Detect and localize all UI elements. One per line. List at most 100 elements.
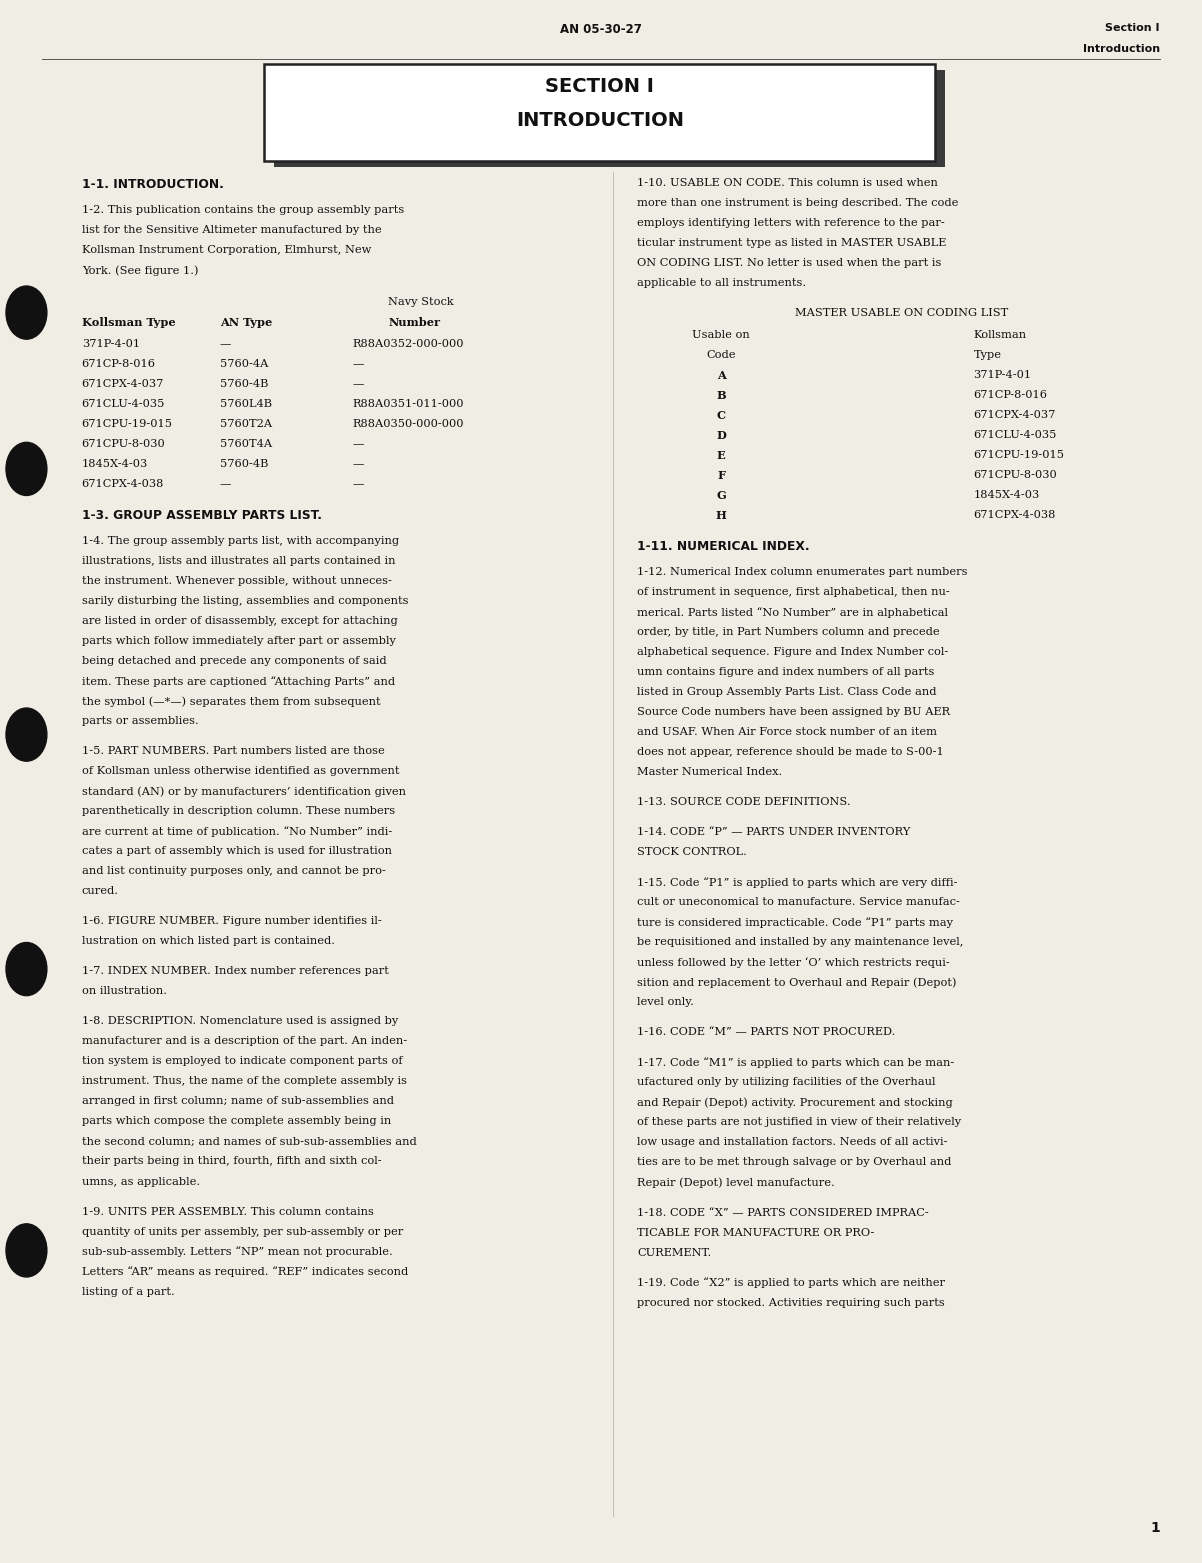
Text: 1-2. This publication contains the group assembly parts: 1-2. This publication contains the group… — [82, 205, 404, 216]
Text: being detached and precede any components of said: being detached and precede any component… — [82, 656, 386, 666]
Text: —: — — [220, 339, 231, 349]
Text: 1-8. DESCRIPTION. Nomenclature used is assigned by: 1-8. DESCRIPTION. Nomenclature used is a… — [82, 1016, 398, 1027]
Text: 1-4. The group assembly parts list, with accompanying: 1-4. The group assembly parts list, with… — [82, 536, 399, 547]
Circle shape — [6, 1224, 47, 1277]
Text: Kollsman Type: Kollsman Type — [82, 317, 175, 328]
Text: standard (AN) or by manufacturers’ identification given: standard (AN) or by manufacturers’ ident… — [82, 786, 406, 797]
Text: C: C — [716, 410, 726, 422]
Text: STOCK CONTROL.: STOCK CONTROL. — [637, 847, 746, 858]
Text: CUREMENT.: CUREMENT. — [637, 1247, 712, 1258]
Text: does not appear, reference should be made to S-00-1: does not appear, reference should be mad… — [637, 747, 944, 758]
Text: 1: 1 — [1150, 1521, 1160, 1535]
Text: 1-11. NUMERICAL INDEX.: 1-11. NUMERICAL INDEX. — [637, 541, 810, 553]
Text: 671CPX-4-038: 671CPX-4-038 — [974, 510, 1057, 520]
Text: arranged in first column; name of sub-assemblies and: arranged in first column; name of sub-as… — [82, 1097, 394, 1107]
Text: 1-19. Code “X2” is applied to parts which are neither: 1-19. Code “X2” is applied to parts whic… — [637, 1277, 945, 1288]
Text: illustrations, lists and illustrates all parts contained in: illustrations, lists and illustrates all… — [82, 556, 395, 566]
Text: Navy Stock: Navy Stock — [388, 297, 454, 308]
Text: the instrument. Whenever possible, without unneces-: the instrument. Whenever possible, witho… — [82, 577, 392, 586]
Text: lustration on which listed part is contained.: lustration on which listed part is conta… — [82, 936, 334, 947]
Text: their parts being in third, fourth, fifth and sixth col-: their parts being in third, fourth, fift… — [82, 1157, 381, 1166]
Text: 671CPX-4-038: 671CPX-4-038 — [82, 480, 165, 489]
Text: employs identifying letters with reference to the par-: employs identifying letters with referen… — [637, 219, 945, 228]
Text: of these parts are not justified in view of their relatively: of these parts are not justified in view… — [637, 1118, 962, 1127]
Text: are listed in order of disassembly, except for attaching: are listed in order of disassembly, exce… — [82, 616, 398, 627]
Text: applicable to all instruments.: applicable to all instruments. — [637, 278, 807, 288]
Text: more than one instrument is being described. The code: more than one instrument is being descri… — [637, 199, 958, 208]
Text: low usage and installation factors. Needs of all activi-: low usage and installation factors. Need… — [637, 1138, 947, 1147]
Text: list for the Sensitive Altimeter manufactured by the: list for the Sensitive Altimeter manufac… — [82, 225, 381, 234]
Text: 1-13. SOURCE CODE DEFINITIONS.: 1-13. SOURCE CODE DEFINITIONS. — [637, 797, 851, 808]
Text: R88A0351-011-000: R88A0351-011-000 — [352, 399, 464, 410]
Text: Section I: Section I — [1106, 23, 1160, 33]
Text: on illustration.: on illustration. — [82, 986, 167, 997]
Text: 671CPU-19-015: 671CPU-19-015 — [82, 419, 173, 430]
Text: listed in Group Assembly Parts List. Class Code and: listed in Group Assembly Parts List. Cla… — [637, 688, 936, 697]
Text: level only.: level only. — [637, 997, 694, 1008]
Text: York. (See figure 1.): York. (See figure 1.) — [82, 266, 198, 275]
Text: 371P-4-01: 371P-4-01 — [974, 370, 1031, 380]
Text: order, by title, in Part Numbers column and precede: order, by title, in Part Numbers column … — [637, 627, 940, 638]
Text: and list continuity purposes only, and cannot be pro-: and list continuity purposes only, and c… — [82, 866, 386, 877]
Text: the second column; and names of sub-sub-assemblies and: the second column; and names of sub-sub-… — [82, 1136, 416, 1147]
Circle shape — [6, 442, 47, 495]
Text: of Kollsman unless otherwise identified as government: of Kollsman unless otherwise identified … — [82, 766, 399, 777]
Text: E: E — [716, 450, 726, 461]
Text: H: H — [715, 510, 727, 522]
Text: listing of a part.: listing of a part. — [82, 1286, 174, 1297]
Text: 1-6. FIGURE NUMBER. Figure number identifies il-: 1-6. FIGURE NUMBER. Figure number identi… — [82, 916, 381, 927]
Text: ufactured only by utilizing facilities of the Overhaul: ufactured only by utilizing facilities o… — [637, 1077, 935, 1088]
Text: A: A — [716, 370, 726, 381]
Text: —: — — [352, 359, 363, 369]
Circle shape — [6, 942, 47, 996]
Text: 1-15. Code “P1” is applied to parts which are very diffi-: 1-15. Code “P1” is applied to parts whic… — [637, 877, 958, 888]
Text: 1-1. INTRODUCTION.: 1-1. INTRODUCTION. — [82, 178, 224, 191]
Text: Type: Type — [974, 350, 1001, 359]
Text: —: — — [352, 439, 363, 449]
Text: sition and replacement to Overhaul and Repair (Depot): sition and replacement to Overhaul and R… — [637, 977, 957, 988]
Text: 1-5. PART NUMBERS. Part numbers listed are those: 1-5. PART NUMBERS. Part numbers listed a… — [82, 747, 385, 756]
Text: 1-10. USABLE ON CODE. This column is used when: 1-10. USABLE ON CODE. This column is use… — [637, 178, 938, 188]
Text: —: — — [352, 480, 363, 489]
Text: unless followed by the letter ‘O’ which restricts requi-: unless followed by the letter ‘O’ which … — [637, 958, 950, 967]
Text: umns, as applicable.: umns, as applicable. — [82, 1177, 200, 1186]
Text: 671CPX-4-037: 671CPX-4-037 — [82, 380, 165, 389]
Text: ticular instrument type as listed in MASTER USABLE: ticular instrument type as listed in MAS… — [637, 238, 946, 249]
Text: 1-17. Code “M1” is applied to parts which can be man-: 1-17. Code “M1” is applied to parts whic… — [637, 1058, 954, 1068]
Text: 1845X-4-03: 1845X-4-03 — [974, 491, 1040, 500]
Text: 1-3. GROUP ASSEMBLY PARTS LIST.: 1-3. GROUP ASSEMBLY PARTS LIST. — [82, 510, 322, 522]
Text: quantity of units per assembly, per sub-assembly or per: quantity of units per assembly, per sub-… — [82, 1227, 403, 1236]
Text: instrument. Thus, the name of the complete assembly is: instrument. Thus, the name of the comple… — [82, 1077, 406, 1086]
Text: TICABLE FOR MANUFACTURE OR PRO-: TICABLE FOR MANUFACTURE OR PRO- — [637, 1227, 874, 1238]
Text: sub-sub-assembly. Letters “NP” mean not procurable.: sub-sub-assembly. Letters “NP” mean not … — [82, 1247, 393, 1257]
Text: cates a part of assembly which is used for illustration: cates a part of assembly which is used f… — [82, 847, 392, 857]
Text: F: F — [718, 470, 725, 481]
Text: 5760-4B: 5760-4B — [220, 460, 268, 469]
Text: 1-12. Numerical Index column enumerates part numbers: 1-12. Numerical Index column enumerates … — [637, 567, 968, 577]
Text: Usable on: Usable on — [692, 330, 750, 341]
Text: parts or assemblies.: parts or assemblies. — [82, 716, 198, 727]
Text: —: — — [220, 480, 231, 489]
Text: R88A0352-000-000: R88A0352-000-000 — [352, 339, 464, 349]
Text: G: G — [716, 491, 726, 502]
Text: 1-7. INDEX NUMBER. Index number references part: 1-7. INDEX NUMBER. Index number referenc… — [82, 966, 388, 977]
Text: and USAF. When Air Force stock number of an item: and USAF. When Air Force stock number of… — [637, 727, 938, 738]
Text: 671CP-8-016: 671CP-8-016 — [82, 359, 156, 369]
Text: ture is considered impracticable. Code “P1” parts may: ture is considered impracticable. Code “… — [637, 917, 953, 928]
Text: D: D — [716, 430, 726, 441]
Text: procured nor stocked. Activities requiring such parts: procured nor stocked. Activities requiri… — [637, 1297, 945, 1308]
Text: 1-18. CODE “X” — PARTS CONSIDERED IMPRAC-: 1-18. CODE “X” — PARTS CONSIDERED IMPRAC… — [637, 1208, 929, 1218]
Text: umn contains figure and index numbers of all parts: umn contains figure and index numbers of… — [637, 667, 934, 677]
Text: ties are to be met through salvage or by Overhaul and: ties are to be met through salvage or by… — [637, 1158, 952, 1168]
Text: parenthetically in description column. These numbers: parenthetically in description column. T… — [82, 807, 395, 816]
Text: Repair (Depot) level manufacture.: Repair (Depot) level manufacture. — [637, 1177, 835, 1188]
Text: manufacturer and is a description of the part. An inden-: manufacturer and is a description of the… — [82, 1036, 406, 1047]
Text: Kollsman: Kollsman — [974, 330, 1027, 341]
Text: 5760-4A: 5760-4A — [220, 359, 268, 369]
Text: Code: Code — [707, 350, 736, 359]
Text: item. These parts are captioned “Attaching Parts” and: item. These parts are captioned “Attachi… — [82, 677, 395, 688]
Text: and Repair (Depot) activity. Procurement and stocking: and Repair (Depot) activity. Procurement… — [637, 1097, 953, 1108]
Text: INTRODUCTION: INTRODUCTION — [516, 111, 684, 130]
Text: parts which follow immediately after part or assembly: parts which follow immediately after par… — [82, 636, 395, 647]
Text: be requisitioned and installed by any maintenance level,: be requisitioned and installed by any ma… — [637, 938, 964, 947]
